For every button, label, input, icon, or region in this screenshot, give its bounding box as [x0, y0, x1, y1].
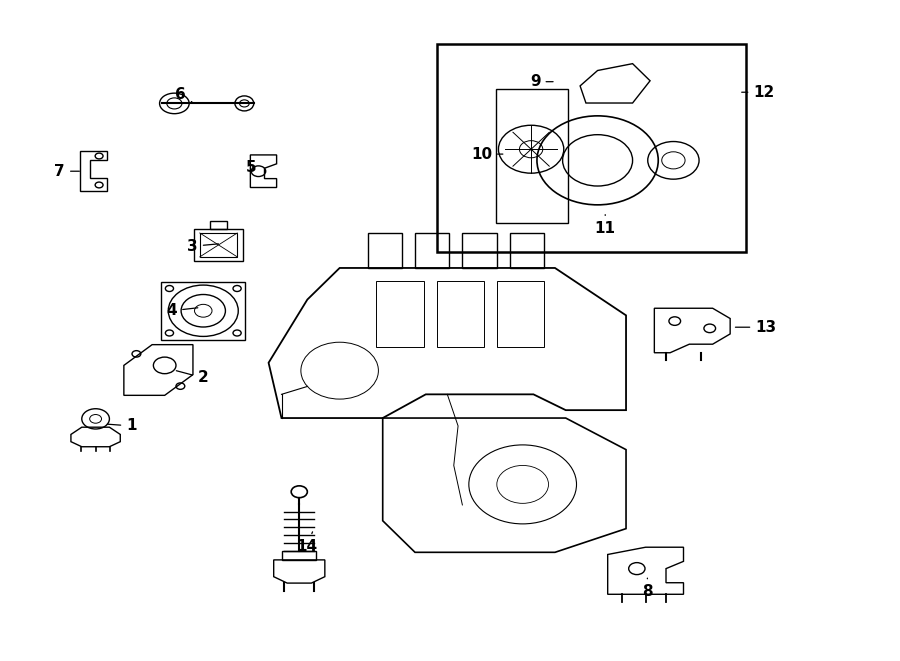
Bar: [210, 221, 228, 229]
Bar: [376, 281, 424, 347]
Bar: [194, 229, 243, 261]
Text: 9: 9: [530, 74, 554, 89]
Text: 1: 1: [107, 418, 137, 434]
Text: 5: 5: [246, 160, 256, 175]
Bar: [200, 233, 238, 257]
Text: 11: 11: [595, 215, 616, 236]
Bar: [463, 233, 497, 268]
Bar: [367, 233, 402, 268]
Text: 6: 6: [176, 87, 192, 102]
Bar: [415, 233, 449, 268]
Text: 8: 8: [642, 578, 652, 600]
Bar: [161, 282, 246, 340]
Text: 12: 12: [742, 85, 775, 100]
Bar: [496, 89, 569, 223]
Text: 14: 14: [296, 532, 317, 554]
Text: 13: 13: [735, 320, 777, 334]
Text: 2: 2: [176, 370, 209, 385]
Bar: [436, 44, 746, 252]
Bar: [436, 281, 484, 347]
Bar: [509, 233, 544, 268]
Text: 10: 10: [471, 147, 503, 161]
Bar: [283, 551, 316, 560]
Bar: [497, 281, 544, 347]
Text: 7: 7: [54, 164, 79, 178]
Text: 3: 3: [187, 239, 219, 254]
Text: 4: 4: [166, 303, 198, 318]
